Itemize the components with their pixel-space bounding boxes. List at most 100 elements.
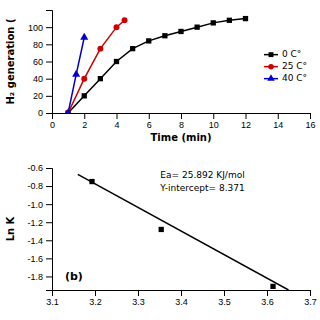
tick-label: 16 (305, 120, 315, 130)
tick-mark (46, 62, 52, 63)
tick-label: 6 (147, 120, 152, 130)
tick-label: -0.6 (27, 163, 43, 173)
tick-mark (246, 113, 247, 119)
point (270, 284, 275, 289)
tick-label: 3.1 (46, 297, 59, 307)
tick-label: -1.4 (27, 236, 43, 246)
tick-mark (181, 113, 182, 119)
tick: 2 (82, 113, 87, 130)
tick-label: -1.8 (27, 272, 43, 282)
tick-mark (46, 222, 52, 223)
tick-mark (46, 96, 52, 97)
x-axis-title: Time (min) (150, 132, 211, 143)
point (97, 46, 103, 52)
tick-mark (46, 27, 52, 28)
axis-line (53, 291, 311, 297)
tick-label: 100 (28, 23, 43, 33)
tick-label: 3.6 (261, 297, 274, 307)
tick: 14 (273, 113, 283, 130)
legend-item: 40 C° (264, 73, 307, 83)
line (78, 174, 289, 290)
point (227, 18, 232, 23)
tick: 100 (28, 23, 52, 33)
tick: -0.6 (27, 163, 52, 173)
tick-mark (267, 290, 268, 296)
tick-mark (224, 290, 225, 296)
point (89, 179, 94, 184)
tick-mark (181, 290, 182, 296)
axis-line (46, 11, 53, 114)
tick-mark (46, 276, 52, 277)
tick: -1.0 (27, 200, 52, 210)
legend: 0 C° 25 C° 40 C° (264, 49, 307, 83)
legend-label: 40 C° (282, 73, 307, 83)
point (122, 17, 128, 23)
tick: -1.8 (27, 272, 52, 282)
tick-label: 60 (33, 57, 43, 67)
tick-label: 3.4 (175, 297, 188, 307)
axis-line (53, 114, 311, 120)
tick-mark (46, 258, 52, 259)
tick: 20 (33, 91, 52, 101)
tick: 60 (33, 57, 52, 67)
tick-label: 10 (209, 120, 219, 130)
tick-mark (310, 113, 311, 119)
tick: 3.3 (132, 290, 145, 307)
tick-mark (138, 290, 139, 296)
tick-label: 3.5 (218, 297, 231, 307)
annotation: Ea= 25.892 KJ/mol (160, 170, 244, 180)
chart-container: 0 2 4 6 8 10 12 14 16 0 20 40 60 80 100 Time (min) H₂ ge… (0, 0, 320, 320)
tick: 12 (241, 113, 251, 130)
tick: -0.8 (27, 181, 52, 191)
tick: 10 (209, 113, 219, 130)
point (114, 24, 120, 30)
tick: 40 (33, 74, 52, 84)
legend-label: 25 C° (282, 61, 307, 71)
tick-mark (46, 113, 52, 114)
tick: 3.1 (46, 290, 59, 307)
tick: -1.2 (27, 218, 52, 228)
x-axis: 0 2 4 6 8 10 12 14 16 (50, 113, 316, 130)
tick-mark (46, 44, 52, 45)
tick-mark (149, 113, 150, 119)
tick-label: 0 (50, 120, 55, 130)
tick-label: 4 (114, 120, 119, 130)
tick-label: 12 (241, 120, 251, 130)
tick-label: -1.0 (27, 200, 43, 210)
plot: 3.13.23.33.43.53.63.7-1.8-1.6-1.4-1.2-1.… (5, 163, 317, 307)
tick-mark (46, 204, 52, 205)
legend-marker (267, 74, 274, 80)
tick-label: 80 (33, 40, 43, 50)
plot: 0 2 4 6 8 10 12 14 16 0 20 40 60 80 100 Time (min) H₂ ge… (5, 11, 316, 144)
line (68, 19, 245, 113)
tick-label: -0.8 (27, 181, 43, 191)
tick-label: 14 (273, 120, 283, 130)
tick-label: 0 (38, 108, 43, 118)
point (64, 108, 72, 113)
point (98, 76, 103, 81)
tick-label: 2 (82, 120, 87, 130)
tick-mark (46, 186, 52, 187)
marks (64, 16, 248, 113)
annotation: Y-intercept= 8.371 (159, 183, 244, 193)
tick-mark (310, 290, 311, 296)
tick: 6 (147, 113, 152, 130)
tick-label: 3.7 (304, 297, 317, 307)
tick: 8 (179, 113, 184, 130)
tick: 3.4 (175, 290, 188, 307)
chart-svg: 0 2 4 6 8 10 12 14 16 0 20 40 60 80 100 Time (min) H₂ ge… (0, 0, 320, 320)
point (114, 59, 119, 64)
tick-mark (117, 113, 118, 119)
point (178, 29, 183, 34)
tick-label: -1.6 (27, 254, 43, 264)
tick: 16 (305, 113, 315, 130)
point (162, 33, 167, 38)
y-axis-title: Ln K (5, 215, 16, 241)
tick-label: 40 (33, 74, 43, 84)
y-axis: -1.8 -1.6 -1.4 -1.2 -1.0 -0.8 -0.6 (27, 163, 52, 290)
tick: 0 (38, 108, 52, 118)
tick: 0 (50, 113, 55, 130)
y-axis-title: H₂ generation ( (5, 18, 16, 104)
legend-label: 0 C° (282, 49, 301, 59)
annotation: (b) (65, 270, 83, 283)
